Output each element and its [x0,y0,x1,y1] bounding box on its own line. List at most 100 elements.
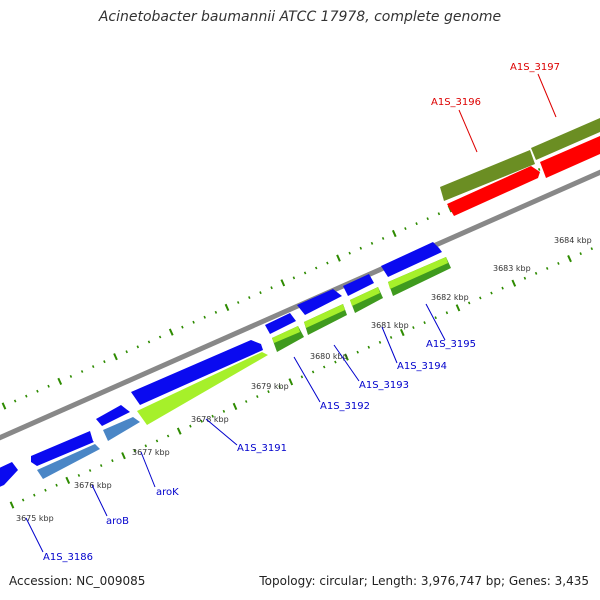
gene-a1s-3197-arrow[interactable] [540,136,600,178]
minor-tick [236,301,240,304]
minor-tick [467,301,471,305]
gene-label-a1s-3186[interactable]: A1S_3186 [43,552,93,563]
minor-tick [545,266,549,270]
gene-a1s-3197-bar [531,118,600,160]
gene-label-arob[interactable]: aroB [106,516,129,527]
minor-tick [192,320,195,324]
minor-tick [490,291,493,295]
gene-a1s-3192-arrow[interactable] [265,313,296,334]
gene-a1s-3193-arrow[interactable] [297,289,342,315]
gene-a1s-3195-arrow[interactable] [381,242,442,277]
minor-tick [579,252,582,256]
major-tick [57,377,63,386]
minor-tick [348,251,351,255]
minor-tick [166,434,170,438]
minor-tick [434,316,437,320]
major-tick [399,328,405,337]
minor-tick [590,247,594,251]
minor-tick [537,167,541,171]
gene-label-arok[interactable]: aroK [156,487,179,498]
callout-line [25,517,44,553]
minor-tick [125,350,128,354]
kbp-label: 3675 kbp [16,514,54,523]
gene-label-a1s-3192[interactable]: A1S_3192 [320,401,370,412]
minor-tick [80,370,84,373]
callout-line [425,303,446,341]
major-tick [65,476,71,485]
minor-tick [158,335,162,339]
kbp-label: 3682 kbp [431,293,469,302]
minor-tick [370,241,374,245]
minor-tick [300,375,304,379]
topology-text: Topology: circular; Length: 3,976,747 bp… [259,574,589,588]
forward-strand-genes [0,242,442,489]
minor-tick [501,286,504,290]
map-title: Acinetobacter baumannii ATCC 17978, comp… [98,9,502,25]
major-tick [391,229,397,238]
minor-tick [322,365,326,369]
major-tick [113,353,118,361]
gene-label-a1s-3195[interactable]: A1S_3195 [426,339,476,350]
minor-tick [256,395,259,399]
gene-label-a1s-3197[interactable]: A1S_3197 [510,62,560,73]
gene-label-a1s-3196[interactable]: A1S_3196 [431,97,481,108]
major-tick [232,402,238,411]
kbp-label: 3680 kbp [310,352,348,361]
major-tick [288,378,294,386]
minor-tick [326,261,329,265]
minor-tick [136,345,140,349]
minor-tick [303,271,307,275]
kbp-label: 3684 kbp [554,236,592,245]
gene-callout-lines [25,73,557,553]
gene-a1s-3193-bar-top [304,304,345,328]
minor-tick [200,419,203,423]
minor-tick [44,488,47,492]
minor-tick [69,374,73,378]
callout-line [91,484,108,517]
minor-tick [259,291,262,295]
minor-tick [557,261,560,265]
minor-tick [412,326,415,330]
minor-tick [55,483,58,487]
minor-tick [267,390,270,394]
major-tick [121,452,126,460]
gene-a1s-3196-arrow[interactable] [447,166,540,216]
minor-tick [278,385,281,389]
minor-tick [99,464,103,468]
gene-label-a1s-3191[interactable]: A1S_3191 [237,443,287,454]
minor-tick [211,414,214,418]
minor-tick [133,449,136,453]
minor-tick [77,473,81,477]
gene-a1s-3191-arrow[interactable] [131,340,263,405]
minor-tick [437,212,441,216]
major-tick [344,353,349,361]
minor-tick [155,439,159,443]
gene-arob-arrow[interactable] [31,431,94,466]
gene-label-a1s-3194[interactable]: A1S_3194 [397,361,447,372]
minor-tick [13,399,17,403]
gene-arok-arrow[interactable] [96,405,130,426]
callout-line [381,326,398,364]
major-tick [511,279,517,287]
minor-tick [292,276,296,280]
callout-line [537,73,557,118]
gene-a1s-3191-bar [137,352,268,425]
minor-tick [33,493,36,497]
minor-tick [21,498,25,502]
gene-a1s-3186-arrow[interactable] [0,462,18,489]
kbp-label: 3676 kbp [74,481,112,490]
minor-tick [244,400,248,403]
gene-a1s-3194-arrow[interactable] [343,274,374,296]
minor-tick [534,271,538,275]
minor-tick [334,360,337,364]
minor-tick [203,315,206,319]
minor-tick [389,335,393,339]
minor-tick [88,469,92,472]
gene-a1s-3195-bar-top [388,257,448,289]
gene-label-a1s-3193[interactable]: A1S_3193 [359,380,409,391]
kbp-labels: 3675 kbp 3676 kbp 3677 kbp 3678 kbp 3679… [16,236,592,523]
reverse-strand-genes [440,118,600,216]
major-tick [455,304,461,312]
minor-tick [523,276,527,280]
callout-line [140,451,156,488]
